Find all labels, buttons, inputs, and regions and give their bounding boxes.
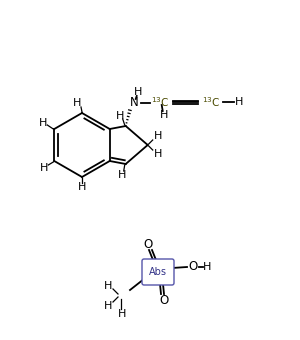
Text: H: H bbox=[235, 97, 243, 107]
Text: $^{13}$C: $^{13}$C bbox=[202, 95, 220, 109]
Text: O: O bbox=[159, 293, 169, 306]
Text: H: H bbox=[39, 118, 47, 128]
Text: H: H bbox=[104, 301, 112, 311]
Text: O: O bbox=[188, 260, 198, 273]
Text: H: H bbox=[78, 182, 86, 192]
Text: H: H bbox=[40, 163, 49, 173]
Text: H: H bbox=[134, 87, 142, 97]
Text: H: H bbox=[154, 149, 162, 159]
Text: $^{13}$C: $^{13}$C bbox=[151, 95, 169, 109]
FancyBboxPatch shape bbox=[142, 259, 174, 285]
Text: H: H bbox=[154, 131, 162, 141]
Text: H: H bbox=[203, 262, 211, 272]
Text: O: O bbox=[143, 238, 153, 251]
Text: H: H bbox=[118, 170, 126, 180]
Text: H: H bbox=[73, 98, 81, 108]
Text: Abs: Abs bbox=[149, 267, 167, 277]
Text: H: H bbox=[116, 111, 124, 121]
Text: H: H bbox=[104, 281, 112, 291]
Text: H: H bbox=[160, 110, 168, 120]
Text: N: N bbox=[130, 97, 139, 109]
Text: H: H bbox=[118, 309, 126, 319]
